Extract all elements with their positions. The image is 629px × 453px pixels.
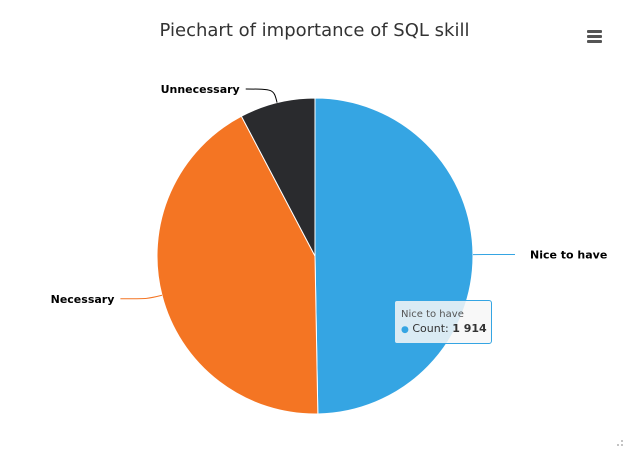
connector-unnecessary: [245, 88, 278, 103]
tooltip-series-name: Nice to have: [401, 309, 464, 320]
slice-label-unnecessary: Unnecessary: [161, 83, 240, 96]
tooltip-row: ● Count: 1 914: [401, 322, 487, 335]
pie-slice-necessary[interactable]: [156, 115, 319, 415]
slice-tooltip: Nice to have ● Count: 1 914: [394, 300, 492, 344]
chart-title: Piechart of importance of SQL skill: [159, 20, 470, 41]
pie-slices: [156, 97, 474, 415]
pie-slice-nice-to-have[interactable]: [314, 97, 474, 415]
resize-grip-icon[interactable]: [617, 440, 623, 446]
tooltip-value: 1 914: [452, 322, 487, 335]
label-connectors: [120, 88, 515, 300]
slice-label-nice-to-have: Nice to have: [530, 248, 607, 261]
slice-labels: Nice to have Necessary Unnecessary: [51, 83, 608, 306]
slice-label-necessary: Necessary: [51, 293, 115, 306]
tooltip-label: Count: [412, 322, 446, 335]
chart-menu-button[interactable]: [581, 24, 607, 48]
tooltip-dot-icon: ●: [401, 325, 409, 335]
connector-necessary: [120, 294, 163, 300]
